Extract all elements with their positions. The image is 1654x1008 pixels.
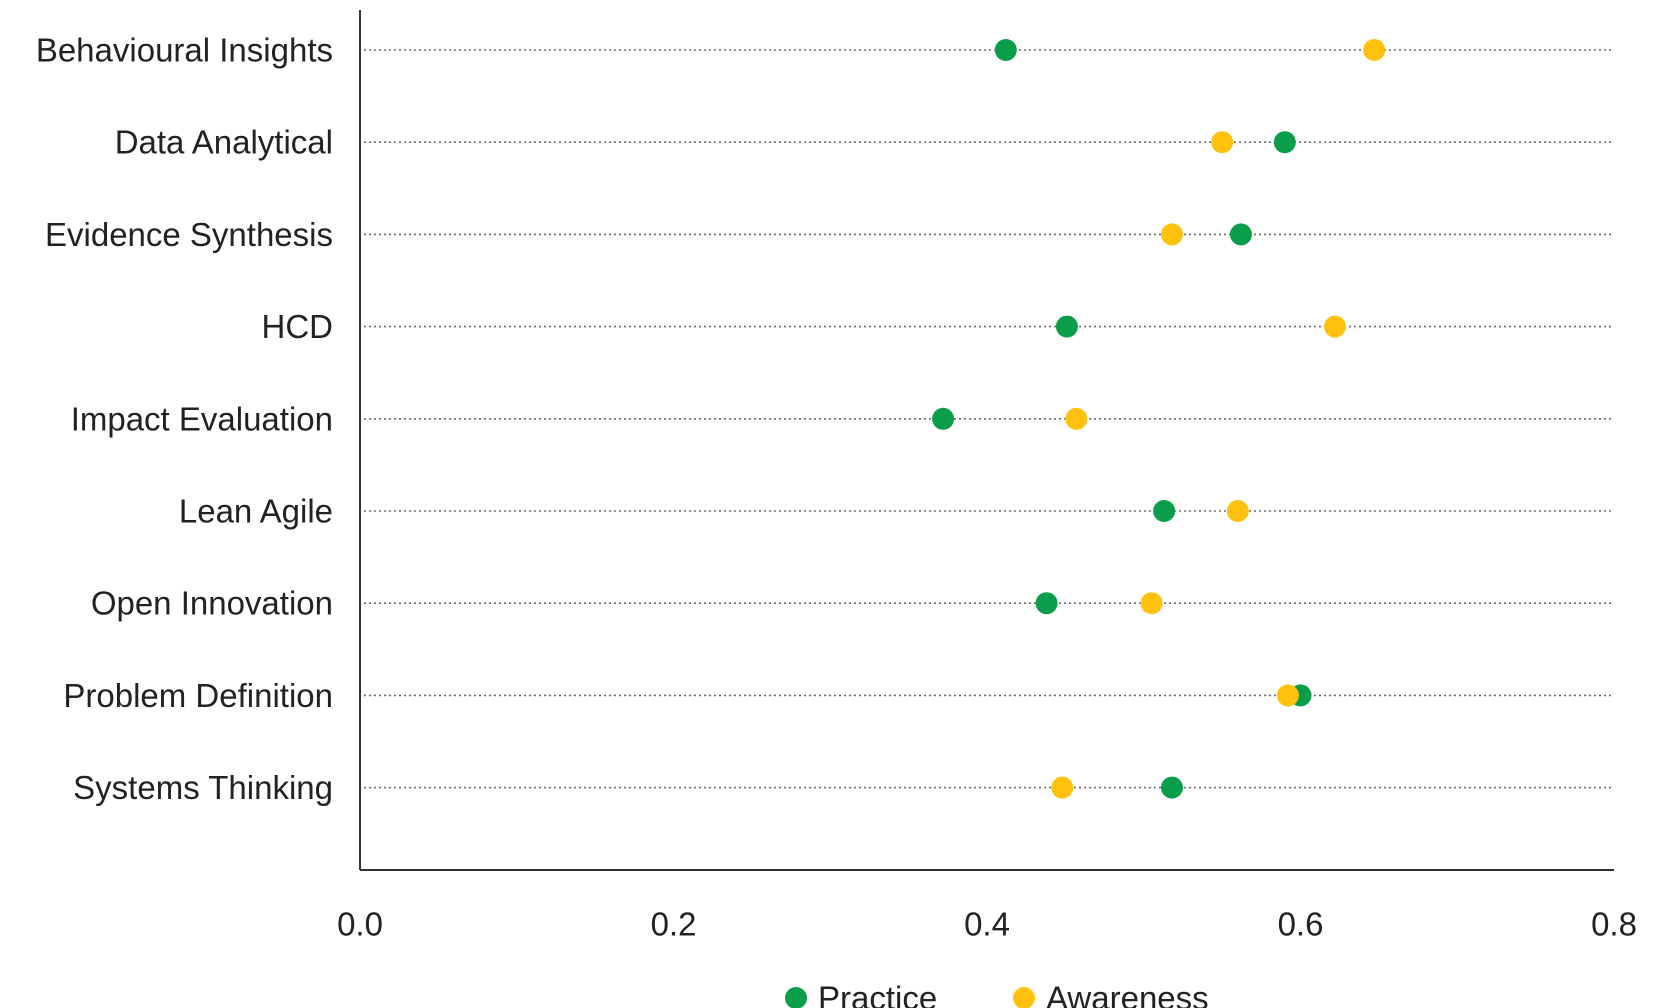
- category-label: HCD: [262, 308, 334, 345]
- category-label: Lean Agile: [179, 493, 333, 530]
- point-awareness-2: [1160, 223, 1183, 246]
- x-tick-label: 0.4: [964, 906, 1010, 943]
- category-label: Open Innovation: [91, 585, 333, 622]
- point-awareness-8: [1051, 776, 1074, 799]
- point-practice-8: [1160, 776, 1183, 799]
- category-label: Evidence Synthesis: [45, 216, 333, 253]
- point-awareness-1: [1211, 131, 1234, 154]
- legend-label-practice: Practice: [818, 980, 937, 1008]
- point-awareness-0: [1363, 39, 1386, 61]
- legend-label-awareness: Awareness: [1046, 980, 1209, 1008]
- point-awareness-6: [1140, 592, 1163, 615]
- point-awareness-4: [1065, 407, 1088, 430]
- point-practice-0: [994, 39, 1017, 61]
- axes: [359, 10, 1614, 871]
- point-practice-2: [1229, 223, 1252, 246]
- category-labels: Behavioural Insights Data Analytical Evide…: [36, 32, 333, 807]
- point-awareness-5: [1226, 500, 1249, 522]
- legend: Practice Awareness: [785, 980, 1209, 1008]
- data-points: [932, 39, 1386, 799]
- point-practice-1: [1273, 131, 1296, 154]
- point-practice-4: [932, 407, 955, 430]
- category-label: Systems Thinking: [73, 769, 333, 806]
- point-practice-6: [1035, 592, 1058, 615]
- category-label: Data Analytical: [115, 124, 333, 161]
- x-tick-labels: 0.0 0.2 0.4 0.6 0.8: [337, 906, 1637, 943]
- point-practice-3: [1055, 315, 1078, 338]
- category-label: Problem Definition: [63, 677, 333, 714]
- category-label: Behavioural Insights: [36, 32, 333, 69]
- legend-marker-practice: [785, 987, 807, 1008]
- x-tick-label: 0.6: [1278, 906, 1324, 943]
- legend-marker-awareness: [1013, 987, 1035, 1008]
- x-tick-label: 0.8: [1591, 906, 1637, 943]
- gridlines: [364, 49, 1614, 789]
- x-tick-label: 0.2: [651, 906, 697, 943]
- x-tick-label: 0.0: [337, 906, 383, 943]
- point-awareness-3: [1323, 315, 1346, 338]
- point-awareness-7: [1276, 684, 1299, 707]
- point-practice-5: [1153, 500, 1176, 522]
- category-label: Impact Evaluation: [71, 400, 333, 437]
